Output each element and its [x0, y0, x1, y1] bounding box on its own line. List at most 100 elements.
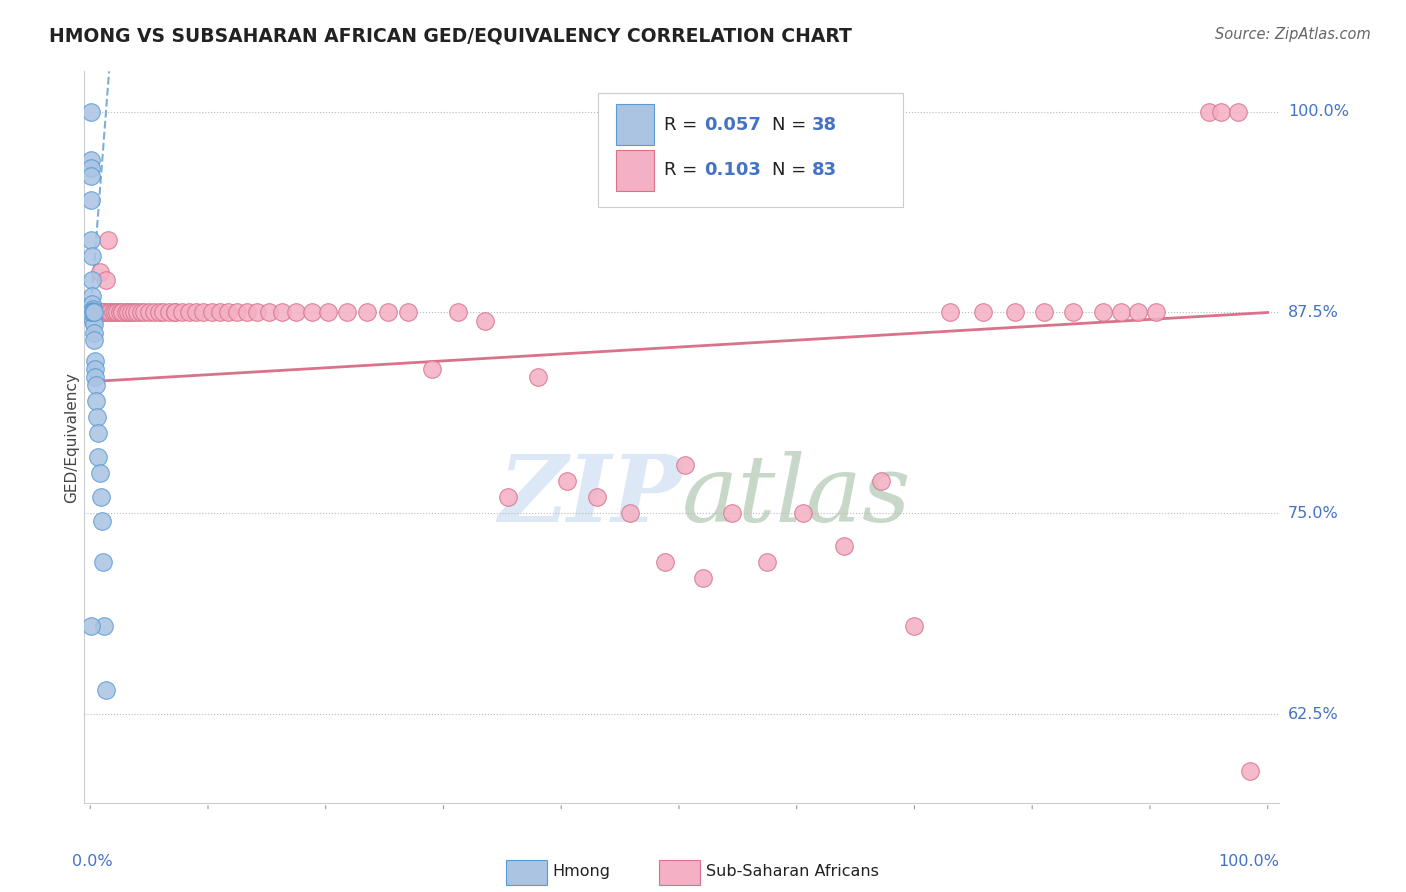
Point [193, 305, 215, 319]
Point [80, 193, 103, 207]
FancyBboxPatch shape [616, 150, 654, 191]
Point [285, 305, 308, 319]
Point [111, 305, 134, 319]
Text: 83: 83 [813, 161, 838, 179]
Text: 0.103: 0.103 [704, 161, 762, 179]
Point [84, 369, 107, 384]
Point [721, 507, 744, 521]
Point [236, 305, 259, 319]
Point [87, 305, 110, 319]
FancyBboxPatch shape [616, 104, 654, 145]
Point [208, 305, 231, 319]
Point [163, 305, 186, 319]
Point [93, 619, 115, 633]
Text: Hmong: Hmong [553, 864, 610, 879]
Text: N =: N = [772, 116, 811, 134]
Point [91, 515, 114, 529]
Text: Source: ZipAtlas.com: Source: ZipAtlas.com [1215, 27, 1371, 42]
Point [356, 305, 378, 319]
Point [83, 305, 105, 319]
Point [152, 305, 174, 319]
Point [870, 475, 893, 489]
Point [82, 305, 104, 319]
Point [148, 305, 170, 319]
Text: 75.0%: 75.0% [1288, 506, 1339, 521]
Point [122, 305, 145, 319]
Point [94, 683, 117, 698]
Point [105, 305, 128, 319]
Point [90, 305, 112, 319]
Text: ZIP: ZIP [498, 450, 682, 541]
Point [83, 305, 105, 319]
Point [114, 305, 136, 319]
FancyBboxPatch shape [506, 860, 547, 885]
Point [301, 305, 323, 319]
Point [80, 233, 103, 247]
Point [97, 233, 120, 247]
Point [157, 305, 180, 319]
Point [82, 297, 104, 311]
Point [142, 305, 165, 319]
Point [939, 305, 962, 319]
Text: R =: R = [664, 116, 703, 134]
Text: 62.5%: 62.5% [1288, 706, 1339, 722]
FancyBboxPatch shape [659, 860, 700, 885]
Point [97, 305, 120, 319]
Point [526, 369, 548, 384]
Text: 100.0%: 100.0% [1288, 104, 1348, 119]
Point [120, 305, 142, 319]
Text: 0.0%: 0.0% [73, 854, 112, 869]
Text: 87.5%: 87.5% [1288, 305, 1339, 320]
Text: N =: N = [772, 161, 811, 179]
Point [1227, 104, 1250, 119]
Point [94, 273, 117, 287]
Point [101, 305, 124, 319]
Point [673, 458, 696, 473]
Point [396, 305, 419, 319]
Point [179, 305, 201, 319]
Point [832, 539, 855, 553]
Text: R =: R = [664, 161, 703, 179]
Point [91, 305, 114, 319]
Point [82, 302, 104, 317]
Point [1144, 305, 1167, 319]
Point [84, 305, 107, 319]
Point [89, 265, 111, 279]
Point [1109, 305, 1132, 319]
Point [654, 555, 676, 569]
Point [756, 555, 779, 569]
Point [108, 305, 131, 319]
Point [82, 305, 104, 319]
Point [89, 467, 111, 481]
Point [84, 377, 107, 392]
Point [82, 305, 104, 319]
Point [82, 305, 104, 319]
Point [91, 305, 114, 319]
Point [1198, 104, 1220, 119]
Point [80, 273, 103, 287]
Point [138, 305, 160, 319]
Point [1033, 305, 1056, 319]
Point [80, 153, 103, 167]
Y-axis label: GED/Equivalency: GED/Equivalency [63, 372, 79, 502]
Point [1239, 764, 1261, 778]
Point [87, 450, 110, 465]
Point [84, 393, 107, 408]
Point [91, 555, 114, 569]
Point [82, 305, 104, 319]
Point [84, 353, 107, 368]
Point [420, 361, 443, 376]
Text: Sub-Saharan Africans: Sub-Saharan Africans [706, 864, 879, 879]
Point [692, 571, 714, 585]
Point [129, 305, 152, 319]
Point [83, 326, 105, 341]
FancyBboxPatch shape [599, 94, 903, 207]
Text: 100.0%: 100.0% [1219, 854, 1279, 869]
Text: 0.057: 0.057 [704, 116, 762, 134]
Point [446, 305, 468, 319]
Point [474, 313, 496, 327]
Point [585, 491, 607, 505]
Point [172, 305, 194, 319]
Text: HMONG VS SUBSAHARAN AFRICAN GED/EQUIVALENCY CORRELATION CHART: HMONG VS SUBSAHARAN AFRICAN GED/EQUIVALE… [49, 27, 852, 45]
Point [377, 305, 399, 319]
